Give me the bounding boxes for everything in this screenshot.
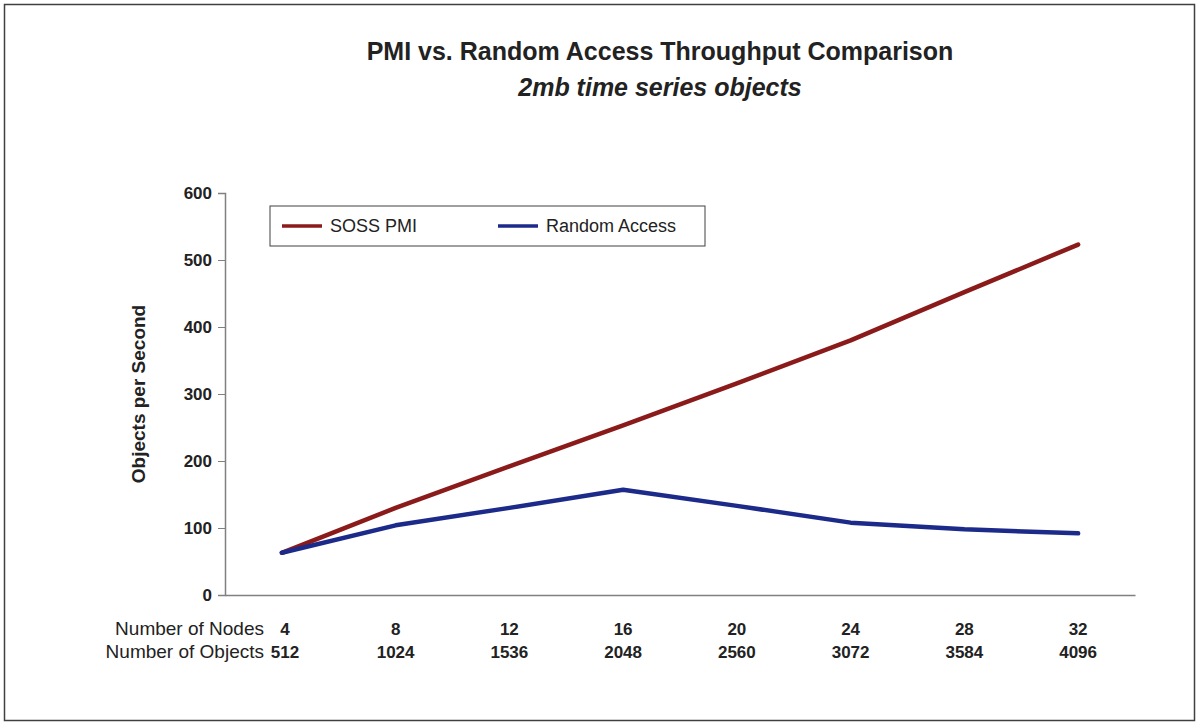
subtitle: 2mb time series objects xyxy=(517,73,802,101)
x-tick-label: 20 xyxy=(727,620,746,639)
x-axis-line xyxy=(226,595,1136,597)
y-tick: 400 xyxy=(184,318,225,337)
y-axis-line xyxy=(218,194,226,596)
x-tick-label: 2048 xyxy=(604,643,642,662)
y-tick: 500 xyxy=(184,251,225,270)
x-tick-label: 28 xyxy=(955,620,974,639)
legend-box xyxy=(270,206,705,246)
y-tick-label: 0 xyxy=(203,586,212,605)
legend-swatch xyxy=(282,224,322,228)
y-tick-label: 300 xyxy=(184,385,212,404)
y-tick-mark xyxy=(218,461,225,462)
legend-label: Random Access xyxy=(546,216,676,236)
title: PMI vs. Random Access Throughput Compari… xyxy=(367,37,954,65)
x-axis xyxy=(226,595,1136,596)
y-tick-label: 600 xyxy=(184,184,212,203)
y-tick: 600 xyxy=(184,184,225,203)
x-tick-label: 3584 xyxy=(945,643,983,662)
x-row-title: Number of Objects xyxy=(106,641,264,662)
x-tick-label: 3072 xyxy=(832,643,870,662)
y-tick-mark xyxy=(218,260,225,261)
y-tick-label: 200 xyxy=(184,452,212,471)
x-tick-label: 32 xyxy=(1069,620,1088,639)
x-tick-label: 24 xyxy=(841,620,860,639)
y-tick-mark xyxy=(218,193,225,194)
x-tick-label: 1536 xyxy=(490,643,528,662)
x-tick-label: 4 xyxy=(280,620,290,639)
series-line xyxy=(282,490,1078,553)
frame xyxy=(5,5,1195,721)
y-tick: 0 xyxy=(203,586,225,605)
x-tick-label: 2560 xyxy=(718,643,756,662)
x-tick-label: 1024 xyxy=(377,643,415,662)
y-tick: 300 xyxy=(184,385,225,404)
x-tick-label: 12 xyxy=(500,620,519,639)
x-tick-label: 16 xyxy=(614,620,633,639)
chart: PMI vs. Random Access Throughput Compari… xyxy=(0,0,1200,726)
x-tick-label: 512 xyxy=(271,643,299,662)
legend: SOSS PMI Random Access xyxy=(270,206,705,246)
series-group xyxy=(282,245,1078,553)
y-axis-title: Objects per Second xyxy=(128,305,149,483)
y-tick: 100 xyxy=(184,519,225,538)
y-tick-label: 400 xyxy=(184,318,212,337)
y-tick: 200 xyxy=(184,452,225,471)
y-tick-mark xyxy=(218,394,225,395)
x-tick-label: 8 xyxy=(391,620,400,639)
y-tick-mark xyxy=(218,595,225,596)
y-tick-mark xyxy=(218,327,225,328)
x-tick-label: 4096 xyxy=(1059,643,1097,662)
y-axis: 0 100 200 300 400 500 600 xyxy=(184,184,226,605)
y-tick-label: 500 xyxy=(184,251,212,270)
legend-swatch xyxy=(498,224,538,228)
plot: 0 100 200 300 400 500 600 xyxy=(184,184,1136,605)
x-row-title: Number of Nodes xyxy=(115,618,264,639)
y-tick-mark xyxy=(218,528,225,529)
y-tick-label: 100 xyxy=(184,519,212,538)
legend-label: SOSS PMI xyxy=(330,216,417,236)
series-line xyxy=(282,245,1078,553)
